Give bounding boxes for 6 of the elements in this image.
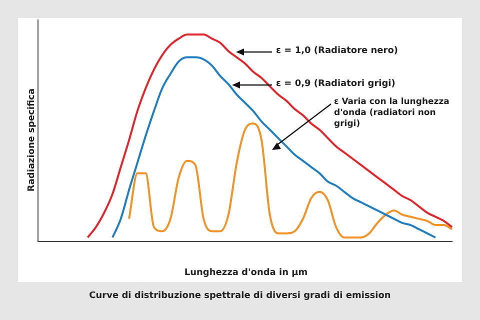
annotation: ε Varia con la lunghezza d'onda (radiatori non grigi) xyxy=(334,97,450,130)
y-axis-title: Radiazione specifica xyxy=(27,88,37,192)
annotation: ε = 1,0 (Radiatore nero) xyxy=(276,46,398,56)
annotation: ε = 0,9 (Radiatori grigi) xyxy=(276,79,396,89)
text: Curve di distribuzione spettrale di diversi gradi di emission xyxy=(89,291,391,301)
x-axis-title: Lunghezza d'onda in µm xyxy=(184,268,308,278)
